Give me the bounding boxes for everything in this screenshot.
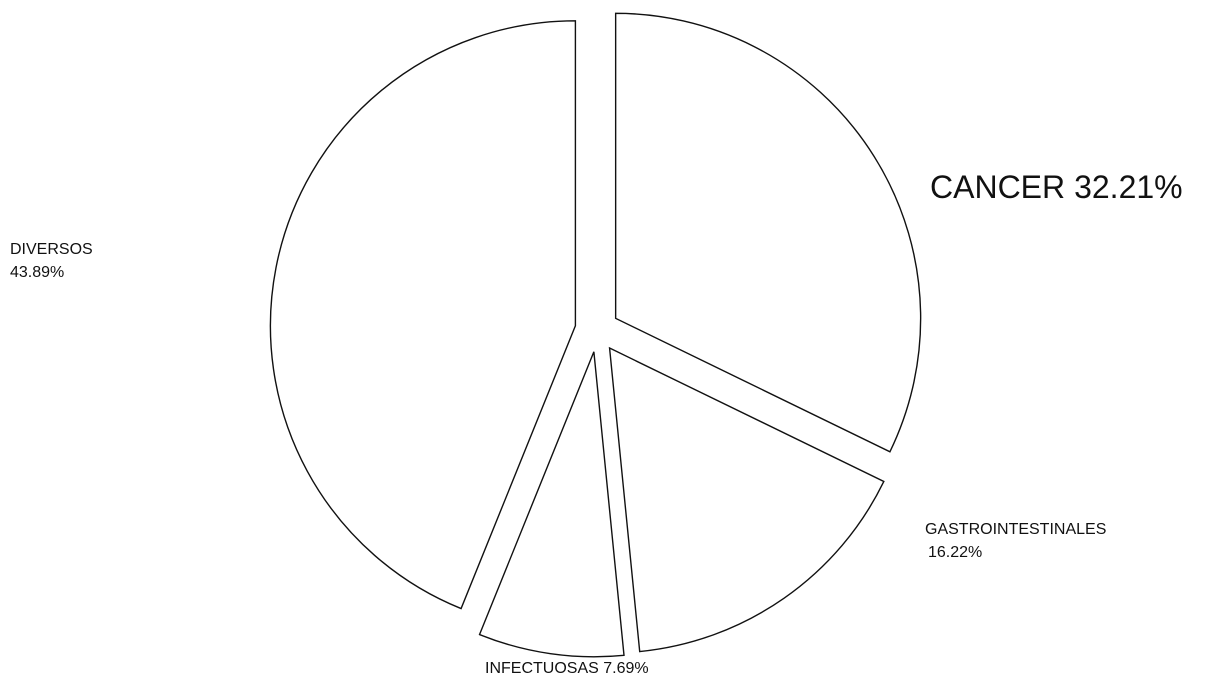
slice-label: INFECTUOSAS 7.69% [485, 660, 649, 677]
slice-label: CANCER 32.21% [930, 169, 1183, 205]
pie-slice [269, 20, 577, 610]
pie-slice [478, 351, 625, 658]
slice-label-value: 16.22% [928, 544, 982, 561]
slice-label: DIVERSOS 43.89% [10, 241, 93, 281]
slice-label-name: DIVERSOS [10, 241, 93, 258]
slice-label-value: 7.69% [603, 660, 648, 677]
slice-label-name: INFECTUOSAS [485, 660, 599, 677]
slice-label-name: CANCER [930, 169, 1065, 205]
slice-label-name: GASTROINTESTINALES [925, 521, 1106, 538]
slice-label-value: 43.89% [10, 264, 64, 281]
slice-label-value: 32.21% [1074, 169, 1183, 205]
pie-slice [608, 346, 885, 653]
slice-label: GASTROINTESTINALES 16.22% [925, 521, 1106, 561]
pie-slice [614, 12, 922, 453]
